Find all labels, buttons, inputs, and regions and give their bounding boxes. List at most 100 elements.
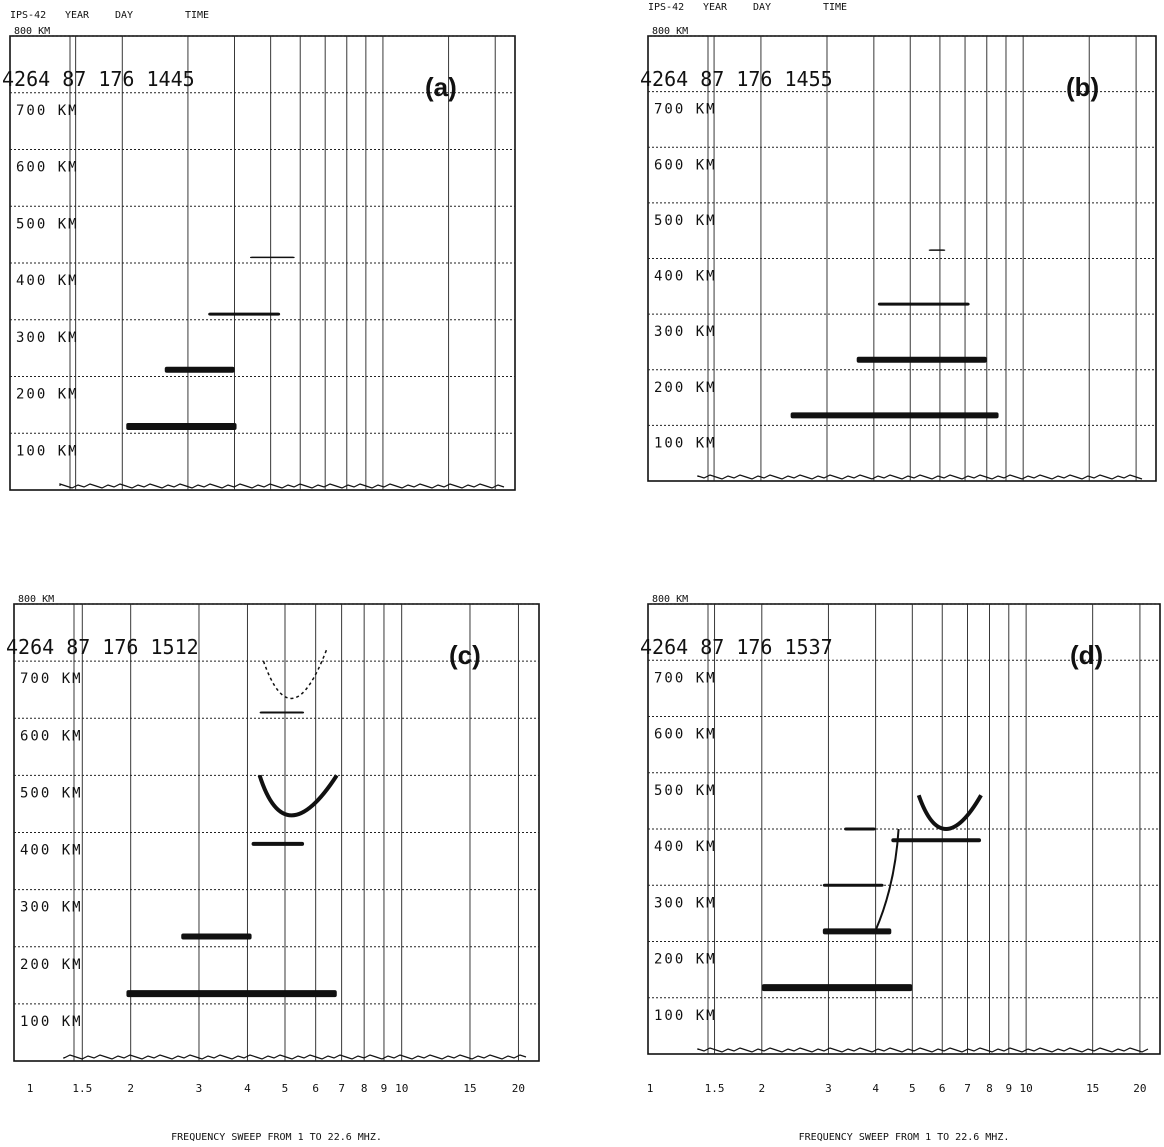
ionogram-panel-d: 800 KM 4264 87 176 1537 (d) 700 KM 600 KM 500… [640,594,1161,1143]
altitude-label-800: 800 KM [18,594,54,605]
x-tick-label: 1.5 [72,1082,92,1095]
echo-trace [259,711,305,714]
x-tick-label: 3 [825,1082,832,1095]
echo-cusp [257,774,339,818]
altitude-label-800: 800 KM [14,26,50,37]
altitude-label: 500 KM [20,785,83,801]
echo-trace [251,841,305,846]
panel-label: (d) [1070,640,1103,670]
baseline-noise [59,483,505,489]
ionogram-stamp: 4264 87 176 1512 [6,635,199,659]
x-tick-label: 2 [127,1082,134,1095]
echo-trace [126,422,237,430]
echo-trace [891,838,982,843]
panel-label: (b) [1066,72,1099,102]
altitude-label: 300 KM [16,330,79,346]
altitude-label: 400 KM [20,843,83,859]
x-tick-label: 8 [361,1082,368,1095]
baseline-noise [697,1047,1149,1053]
altitude-label: 500 KM [654,213,717,229]
x-tick-label: 1.5 [705,1082,725,1095]
echo-trace [249,256,295,259]
baseline-noise [63,1054,527,1060]
echo-trace [928,249,946,251]
x-tick-label: 1 [647,1082,654,1095]
header-year: YEAR [703,2,728,13]
x-tick-label: 5 [282,1082,289,1095]
echo-trace [844,827,876,831]
panel-label: (a) [425,72,457,102]
caption: FREQUENCY SWEEP FROM 1 TO 22.6 MHZ. [799,1132,1010,1143]
x-tick-label: 7 [964,1082,971,1095]
baseline-noise [697,474,1143,480]
x-tick-label: 20 [1133,1082,1146,1095]
echo-cusp [874,828,900,931]
x-tick-label: 10 [1019,1082,1032,1095]
header-time: TIME [185,10,209,21]
altitude-label-800: 800 KM [652,26,688,37]
echo-trace [877,302,970,306]
ionogram-panel-c: 800 KM 4264 87 176 1512 (c) 700 KM 600 KM 500… [6,594,540,1143]
altitude-label: 200 KM [20,957,83,973]
header-station: IPS-42 [10,10,46,21]
x-tick-label: 8 [986,1082,993,1095]
x-tick-label: 3 [196,1082,203,1095]
altitude-label: 100 KM [20,1014,83,1030]
header-time: TIME [823,2,847,13]
altitude-label: 700 KM [20,671,83,687]
echo-trace [761,984,913,992]
echo-trace [164,366,235,373]
x-tick-label: 4 [872,1082,879,1095]
ionogram-panel-a: IPS-42 YEAR DAY TIME 800 KM 4264 87 176 1445 (… [2,10,516,491]
altitude-label: 200 KM [654,952,717,968]
x-tick-label: 6 [312,1082,319,1095]
altitude-label: 600 KM [16,160,79,176]
altitude-label: 400 KM [16,273,79,289]
echo-trace [822,928,892,935]
header-day: DAY [115,10,133,21]
panel-label: (c) [449,640,481,670]
altitude-label: 600 KM [654,157,717,173]
x-tick-label: 20 [512,1082,525,1095]
ionogram-stamp: 4264 87 176 1445 [2,67,195,91]
header-year: YEAR [65,10,90,21]
x-tick-label: 15 [463,1082,476,1095]
altitude-label: 400 KM [654,269,717,285]
altitude-label: 700 KM [654,102,717,118]
echo-trace [856,356,987,363]
x-tick-label: 2 [759,1082,766,1095]
altitude-label: 100 KM [654,435,717,451]
header-day: DAY [753,2,771,13]
echo-cusp [916,794,983,831]
caption: FREQUENCY SWEEP FROM 1 TO 22.6 MHZ. [171,1132,382,1143]
echo-trace [208,312,281,316]
x-tick-label: 7 [338,1082,345,1095]
altitude-label: 300 KM [654,324,717,340]
x-tick-label: 15 [1086,1082,1099,1095]
altitude-label: 600 KM [654,727,717,743]
altitude-label: 200 KM [16,387,79,403]
altitude-label: 100 KM [16,443,79,459]
echo-trace [790,412,999,419]
altitude-label: 500 KM [16,216,79,232]
echo-trace [181,933,252,940]
echo-cusp [262,649,328,700]
altitude-label: 100 KM [654,1008,717,1024]
altitude-label: 500 KM [654,783,717,799]
ionogram-stamp: 4264 87 176 1455 [640,67,833,91]
altitude-label: 700 KM [16,103,79,119]
altitude-label-800: 800 KM [652,594,688,605]
echo-trace [126,990,337,998]
header-station: IPS-42 [648,2,684,13]
altitude-label: 300 KM [20,900,83,916]
x-tick-label: 4 [244,1082,251,1095]
ionogram-stamp: 4264 87 176 1537 [640,635,833,659]
altitude-label: 400 KM [654,839,717,855]
echo-trace [822,883,884,887]
x-tick-label: 6 [939,1082,946,1095]
ionogram-panel-b: IPS-42 YEAR DAY TIME 800 KM 4264 87 176 1455 (… [640,2,1157,482]
altitude-label: 600 KM [20,728,83,744]
altitude-label: 700 KM [654,670,717,686]
x-tick-label: 9 [1005,1082,1012,1095]
